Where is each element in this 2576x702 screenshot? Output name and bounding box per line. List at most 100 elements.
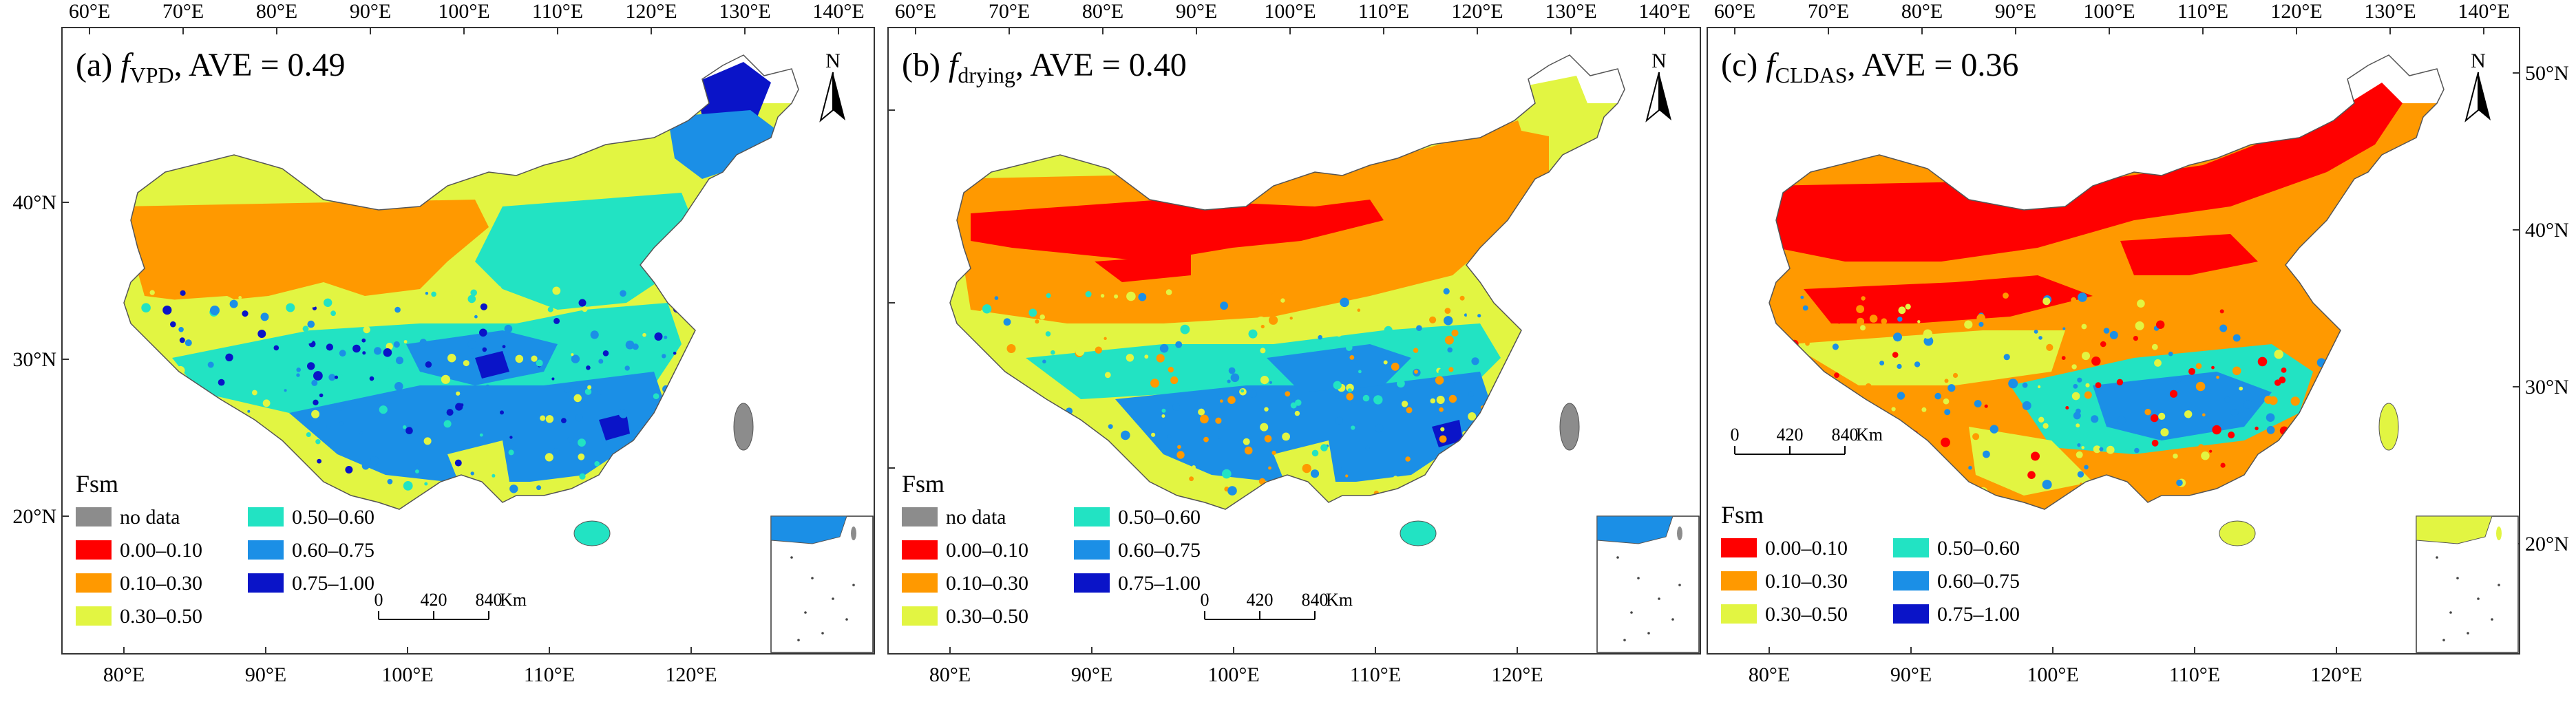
legend-swatch <box>902 573 938 593</box>
taiwan-island <box>2378 403 2399 451</box>
scale-tick-label: 840 <box>476 590 503 610</box>
speckle <box>2126 327 2135 336</box>
speckle <box>2232 334 2241 342</box>
speckle <box>443 420 452 428</box>
legend-swatch <box>1893 538 1929 557</box>
speckle <box>446 409 454 416</box>
speckle <box>1406 407 1413 414</box>
north-label: N <box>825 50 841 72</box>
speckle <box>1104 372 1111 379</box>
speckle <box>405 427 413 434</box>
speckle <box>1448 367 1454 372</box>
speckle <box>602 350 609 357</box>
speckle <box>2164 411 2168 415</box>
speckle <box>2209 449 2213 453</box>
class-region-1 <box>2120 234 2258 275</box>
speckle <box>2042 423 2049 429</box>
speckle <box>1976 314 1985 323</box>
speckle <box>2062 327 2066 330</box>
speckle <box>1311 449 1319 457</box>
lon-tick-bottom: 80°E <box>929 663 971 686</box>
legend-label: no data <box>946 506 1006 529</box>
speckle <box>1468 391 1474 397</box>
speckle <box>1220 301 1228 310</box>
speckle <box>1952 372 1959 379</box>
speckle <box>536 359 543 367</box>
speckle <box>553 317 560 324</box>
speckle <box>284 389 287 392</box>
speckle <box>1126 291 1136 301</box>
speckle <box>1132 300 1139 307</box>
inset-islet <box>1658 597 1660 600</box>
speckle <box>578 299 587 307</box>
speckle <box>2038 385 2041 389</box>
speckle <box>1161 414 1165 418</box>
south-china-sea-inset <box>770 515 874 653</box>
speckle <box>334 375 339 379</box>
speckle <box>2076 408 2081 414</box>
speckle <box>1989 425 1998 434</box>
speckle <box>531 355 538 362</box>
speckle <box>2012 286 2021 295</box>
speckle <box>1934 392 1941 400</box>
speckle <box>1804 332 1810 337</box>
speckle <box>655 355 664 364</box>
class-region-5 <box>2093 372 2272 440</box>
speckle <box>1893 332 1902 342</box>
speckle <box>1282 432 1290 441</box>
speckle <box>509 308 516 315</box>
speckle <box>1438 368 1446 376</box>
inset-islet <box>797 639 800 641</box>
speckle <box>2082 352 2090 361</box>
speckle <box>2230 409 2239 417</box>
speckle <box>2154 359 2162 367</box>
lon-tick-bottom: 80°E <box>103 663 145 686</box>
legend-label: 0.10–0.30 <box>946 572 1028 595</box>
speckle <box>394 306 401 313</box>
speckle <box>377 397 386 405</box>
speckle <box>2080 304 2086 310</box>
speckle <box>504 324 513 333</box>
speckle <box>1346 344 1353 352</box>
speckle <box>2184 410 2193 418</box>
speckle <box>2076 451 2083 458</box>
speckle <box>2071 392 2080 401</box>
speckle <box>1401 401 1408 407</box>
legend-label: 0.00–0.10 <box>120 539 202 562</box>
speckle <box>2228 432 2235 438</box>
speckle <box>575 414 583 422</box>
panel-title-stat: , AVE = 0.36 <box>1848 47 2019 83</box>
speckle <box>561 418 567 423</box>
lon-tick-top: 140°E <box>2458 0 2509 23</box>
speckle <box>1458 343 1461 347</box>
class-region-1 <box>971 200 1384 262</box>
speckle <box>480 303 488 310</box>
speckle <box>2239 386 2244 391</box>
lon-tick-top: 100°E <box>2083 0 2135 23</box>
speckle <box>220 332 223 336</box>
speckle <box>1903 396 1908 402</box>
speckle <box>1448 394 1457 403</box>
speckle <box>2027 471 2036 479</box>
speckle <box>313 399 319 405</box>
inset-islet <box>1671 618 1674 621</box>
scale-tick-label: 0 <box>1201 590 1210 610</box>
speckle <box>1968 465 1972 470</box>
speckle <box>1335 330 1342 337</box>
speckle <box>296 368 302 372</box>
speckle <box>1897 317 1903 322</box>
scale-unit: Km <box>500 590 527 610</box>
inset-islet <box>790 556 793 559</box>
speckle <box>493 285 502 295</box>
speckle <box>1451 329 1459 337</box>
speckle <box>425 292 429 295</box>
speckle <box>1198 408 1205 416</box>
speckle <box>632 343 639 350</box>
legend-label: 0.30–0.50 <box>1765 603 1848 626</box>
speckle <box>2103 328 2110 334</box>
speckle <box>383 348 392 357</box>
speckle <box>2215 467 2218 470</box>
panel-title-subscript: VPD <box>130 63 174 87</box>
lon-tick-top: 110°E <box>1358 0 1409 23</box>
speckle <box>2173 454 2178 459</box>
